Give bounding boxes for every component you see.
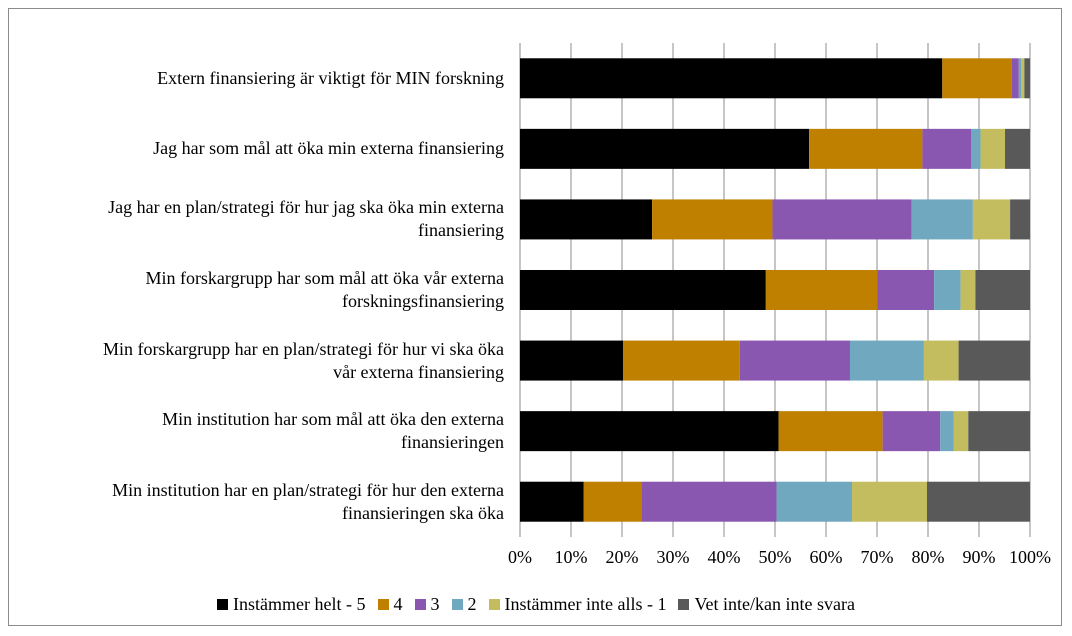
category-label: Jag har en plan/strategi för hur jag ska… [20, 196, 504, 242]
x-tick-label: 100% [1009, 547, 1051, 567]
category-label-line: finansieringen ska öka [342, 502, 504, 523]
x-tick-label: 40% [707, 547, 741, 567]
bar-segment [520, 411, 779, 452]
bar-segment [911, 199, 973, 240]
bar-segment [776, 481, 853, 522]
category-label: Min forskargrupp har en plan/strategi fö… [20, 338, 504, 384]
bar-segment [882, 411, 941, 452]
bar-segment [1024, 58, 1030, 99]
legend-label: Vet inte/kan inte svara [694, 594, 855, 614]
bar-segment [940, 411, 954, 452]
legend-swatch [377, 599, 389, 610]
legend-swatch [678, 599, 690, 610]
bar-segment [772, 199, 912, 240]
legend-label: Instämmer helt - 5 [233, 594, 366, 614]
bar-segment [765, 270, 878, 310]
legend-item: 2 [451, 594, 477, 615]
category-label: Extern finansiering är viktigt för MIN f… [20, 67, 504, 90]
bar-segment [520, 128, 810, 169]
bar-segment [926, 481, 1030, 522]
legend-item: Instämmer helt - 5 [217, 594, 366, 615]
bar-segment [641, 481, 777, 522]
x-tick-label: 0% [508, 547, 532, 567]
bar-segment [972, 199, 1011, 240]
bar-segment [975, 270, 1030, 310]
category-label-line: Jag har en plan/strategi för hur jag ska… [108, 197, 504, 218]
category-label: Min forskargrupp har som mål att öka vår… [20, 267, 504, 313]
bar-segment [958, 340, 1030, 381]
legend-item: Instämmer inte alls - 1 [488, 594, 667, 615]
bar-segment [520, 58, 943, 99]
bar-segment [1005, 128, 1030, 169]
bar-segment [1018, 58, 1022, 99]
category-label-line: Min forskargrupp har en plan/strategi fö… [102, 338, 504, 359]
bar-segment [1021, 58, 1025, 99]
legend-swatch [414, 599, 426, 610]
bar-segment [877, 270, 935, 310]
legend: Instämmer helt - 5 4 3 2 Instämmer inte alls… [0, 594, 1072, 615]
category-label-line: vår externa finansiering [333, 361, 504, 382]
bar-segment [778, 411, 883, 452]
category-label-line: finansieringen [401, 432, 504, 453]
x-tick-label: 60% [809, 547, 843, 567]
x-tick-label: 50% [758, 547, 792, 567]
category-label-line: Min institution har en plan/strategi för… [112, 479, 504, 500]
legend-item: 3 [414, 594, 440, 615]
legend-label: 3 [430, 594, 440, 614]
bar-segment [623, 340, 740, 381]
x-tick-label: 20% [605, 547, 639, 567]
bar-segment [922, 128, 972, 169]
legend-swatch [217, 599, 229, 610]
category-label: Jag har som mål att öka min externa fina… [20, 137, 504, 160]
bar-segment [1011, 58, 1019, 99]
x-tick-label: 10% [554, 547, 588, 567]
legend-swatch [488, 599, 500, 610]
category-label-line: Jag har som mål att öka min externa fina… [153, 138, 504, 159]
category-label: Min institution har som mål att öka den … [20, 408, 504, 454]
category-label-line: Min forskargrupp har som mål att öka vår… [145, 268, 504, 288]
legend-label: Instämmer inte alls - 1 [504, 594, 667, 614]
bar-segment [520, 270, 766, 310]
bar-segment [953, 411, 969, 452]
legend-label: 2 [467, 594, 477, 614]
category-label-line: Extern finansiering är viktigt för MIN f… [157, 67, 504, 88]
category-label-line: finansiering [418, 220, 504, 241]
bar-segment [960, 270, 976, 310]
bar-segment [942, 58, 1012, 99]
bar-segment [934, 270, 961, 310]
legend-item: 4 [377, 594, 403, 615]
bar-segment [980, 128, 1006, 169]
bar-segment [1010, 199, 1030, 240]
bar-segment [652, 199, 773, 240]
bar-segment [852, 481, 927, 522]
legend-item: Vet inte/kan inte svara [678, 594, 855, 615]
bar-segment [520, 340, 624, 381]
bar-segment [520, 481, 584, 522]
bar-segment [809, 128, 923, 169]
bar-segment [849, 340, 924, 381]
chart-frame [8, 8, 1062, 626]
category-label-line: forskningsfinansiering [342, 291, 504, 311]
x-tick-label: 90% [962, 547, 996, 567]
bar-segment [739, 340, 850, 381]
category-label-line: Min institution har som mål att öka den … [162, 409, 504, 430]
x-tick-label: 70% [860, 547, 894, 567]
category-label: Min institution har en plan/strategi för… [20, 479, 504, 525]
bar-segment [971, 128, 981, 169]
x-tick-label: 80% [911, 547, 945, 567]
bar-segment [923, 340, 959, 381]
legend-swatch [451, 599, 463, 610]
bar-segment [520, 199, 653, 240]
bar-segment [968, 411, 1030, 452]
bar-segment [583, 481, 642, 522]
legend-label: 4 [393, 594, 403, 614]
x-tick-label: 30% [656, 547, 690, 567]
